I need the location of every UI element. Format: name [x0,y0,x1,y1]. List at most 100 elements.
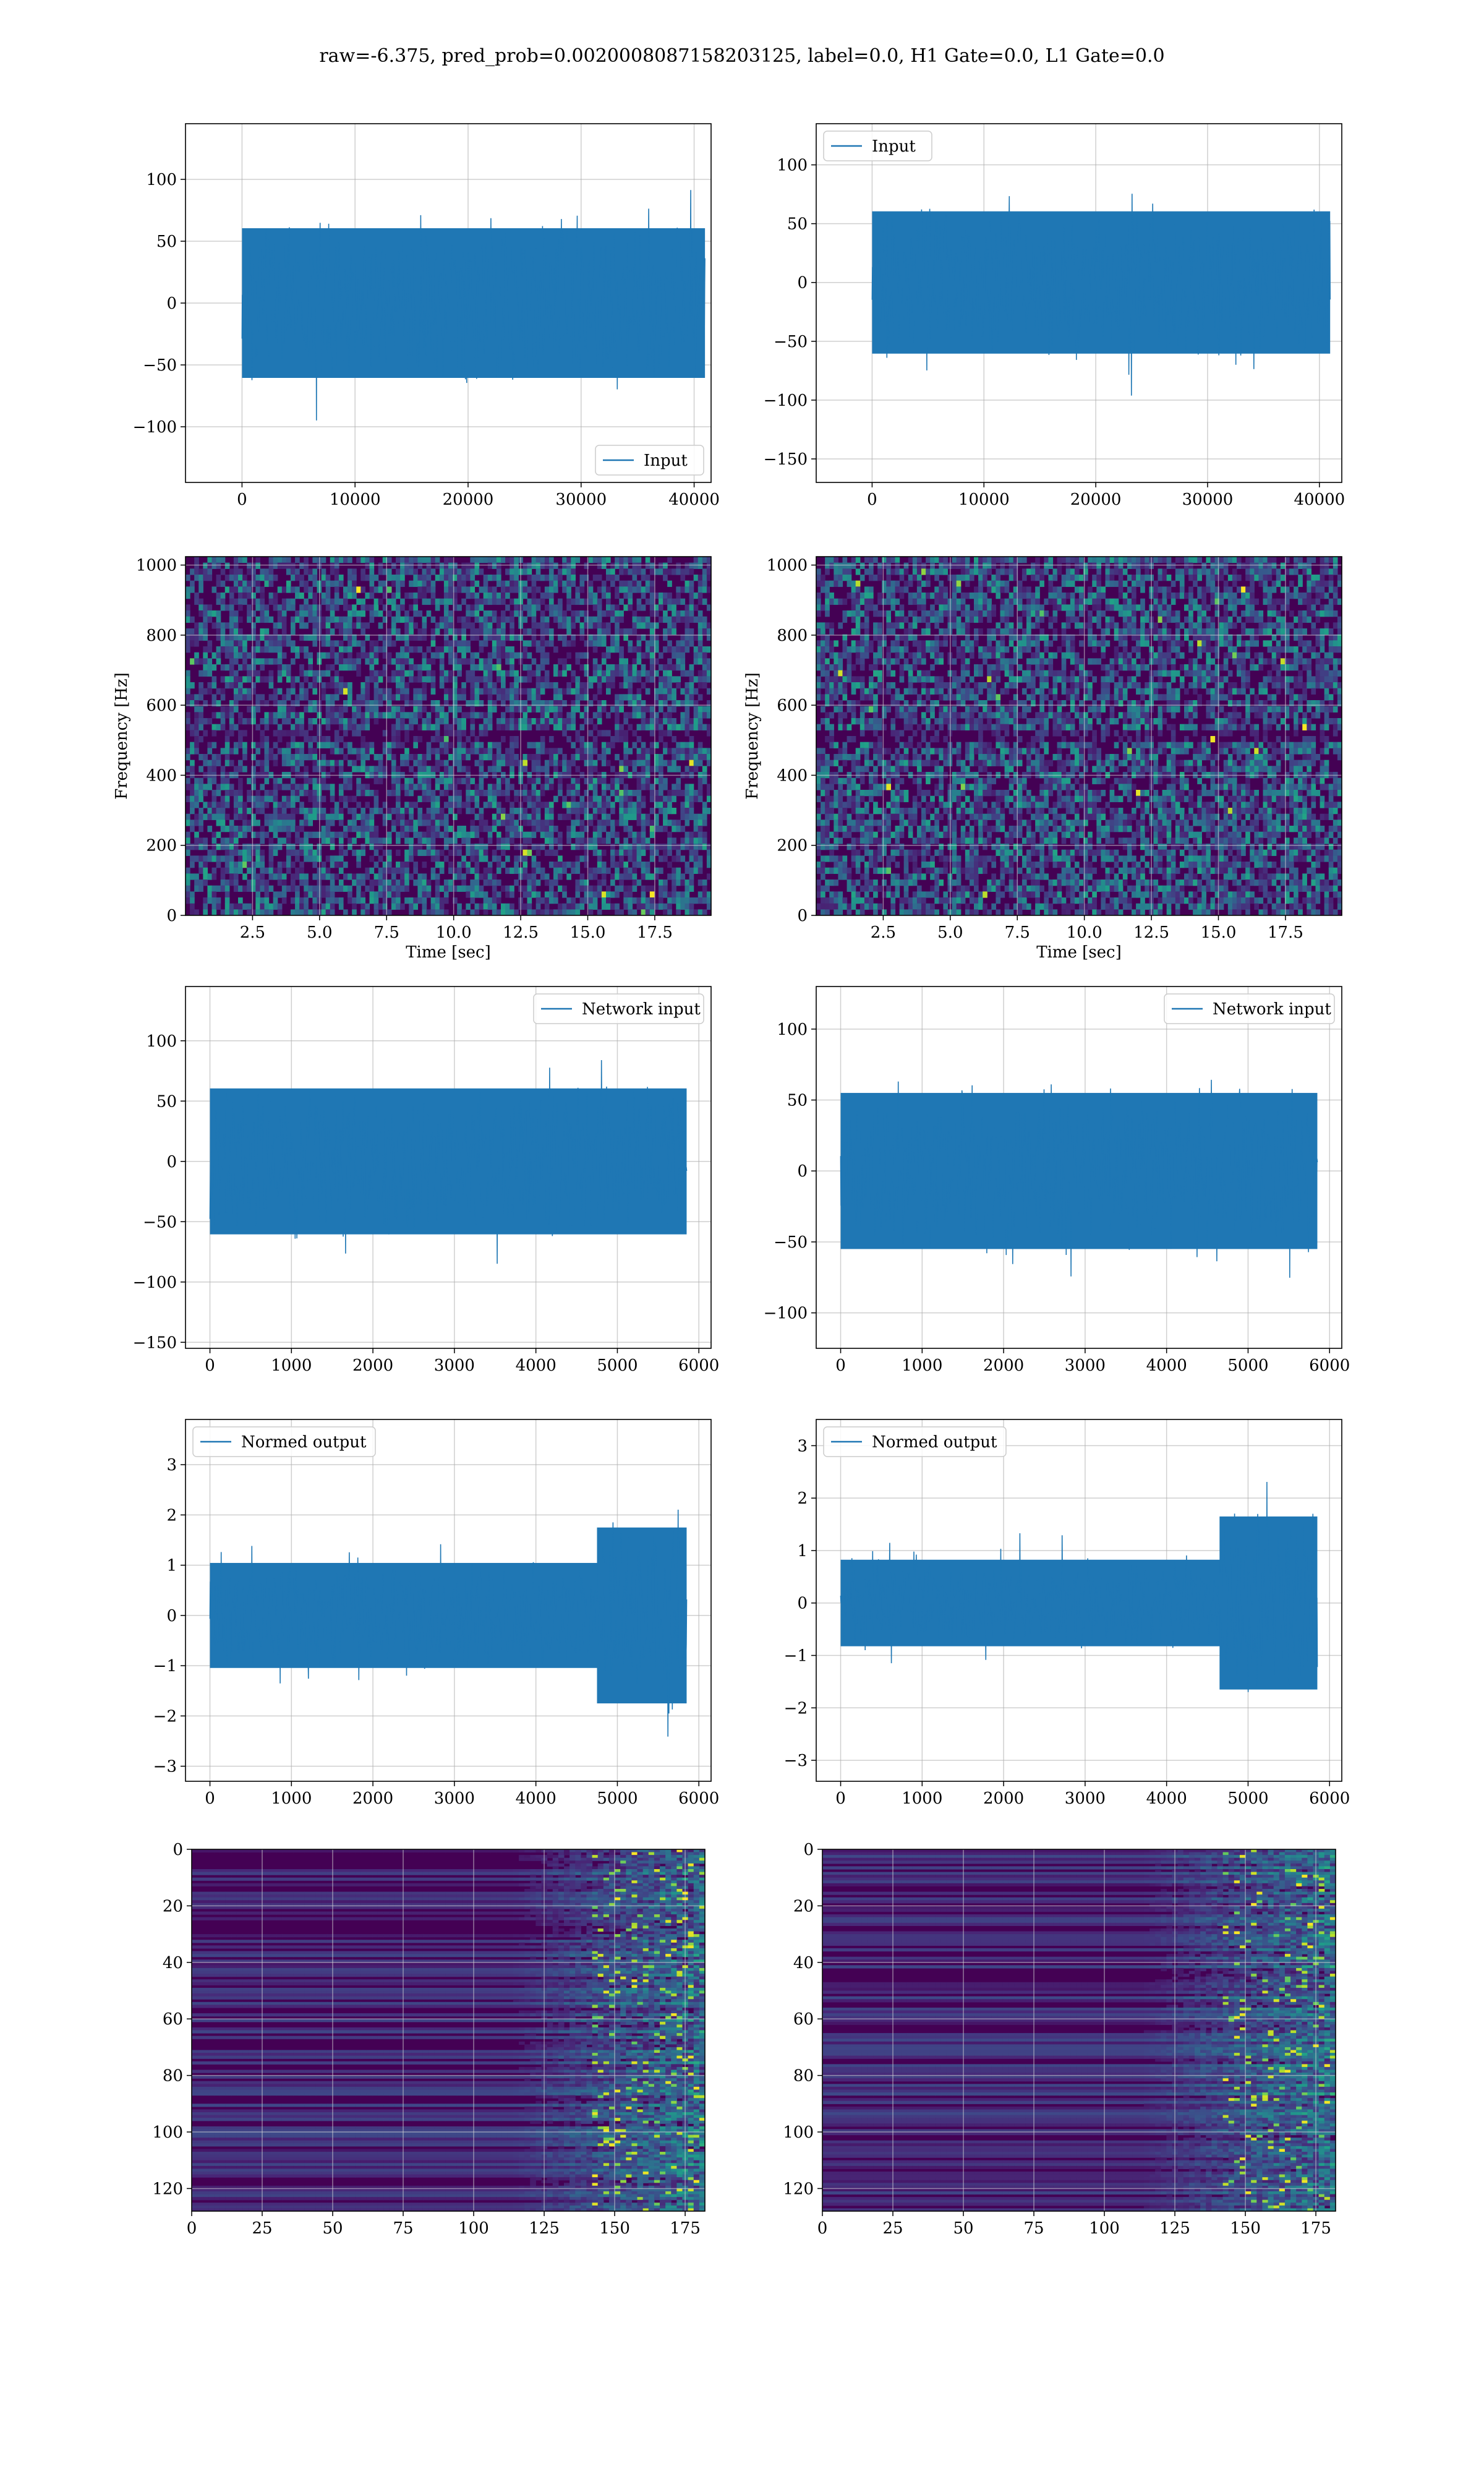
heatmap-cell [697,790,703,797]
heatmap-cell [211,760,217,766]
heatmap-cell [527,706,532,713]
heatmap-cell [190,855,195,862]
heatmap-cell [649,844,655,850]
heatmap-cell [291,813,296,820]
heatmap-cell [220,706,226,713]
heatmap-cell [348,891,352,898]
heatmap-cell [220,820,226,826]
heatmap-cell [684,688,690,695]
heatmap-cell [615,873,620,880]
heatmap-cell [689,640,694,647]
heatmap-cell [186,628,190,635]
heatmap-cell [597,557,602,563]
heatmap-cell [825,826,830,833]
heatmap-cell [186,754,190,761]
heatmap-cell [584,813,589,820]
heatmap-cell [825,855,830,862]
heatmap-cell [304,676,309,683]
heatmap-cell [684,742,690,748]
heatmap-cell [579,820,585,826]
heatmap-cell [558,688,563,695]
heatmap-cell [343,831,348,838]
heatmap-cell [216,562,221,569]
heatmap-cell [382,712,388,719]
heatmap-cell [601,880,607,886]
heatmap-cell [291,766,296,773]
heatmap-cell [422,891,427,898]
heatmap-cell [684,700,690,707]
heatmap-cell [553,575,558,581]
heatmap-cell [343,802,348,808]
heatmap-cell [510,557,514,563]
heatmap-cell [579,575,585,581]
heatmap-cell [360,736,366,743]
heatmap-cell [597,616,602,623]
heatmap-cell [435,813,440,820]
subplot-3: 2.5 5.0 7.5 10.0 12.5 15.0 17.5020040060080010… [113,556,712,962]
heatmap-cell [540,676,545,683]
heatmap-cell [571,575,576,581]
heatmap-cell [264,880,270,886]
heatmap-cell [680,634,686,641]
heatmap-cell [439,862,445,868]
heatmap-cell [325,604,331,611]
heatmap-cell [470,808,475,815]
heatmap-cell [842,862,848,868]
heatmap-cell [409,568,414,575]
heatmap-cell [623,820,629,826]
heatmap-cell [514,754,519,761]
heatmap-cell [623,891,629,898]
heatmap-cell [448,676,453,683]
heatmap-cell [404,736,409,743]
heatmap-cell [286,820,291,826]
heatmap-cell [330,562,335,569]
heatmap-cell [636,724,642,730]
heatmap-cell [325,867,331,874]
heatmap-cell [291,897,296,904]
heatmap-cell [360,700,366,707]
heatmap-cell [684,766,690,773]
heatmap-cell [492,562,497,569]
heatmap-cell [492,891,497,898]
heatmap-cell [676,855,681,862]
heatmap-cell [514,826,519,833]
heatmap-cell [251,575,256,581]
heatmap-cell [649,885,655,892]
heatmap-cell [641,795,646,802]
heatmap-cell [299,760,304,766]
heatmap-cell [207,777,213,784]
heatmap-cell [334,593,339,599]
heatmap-cell [330,903,335,910]
heatmap-cell [553,712,558,719]
heatmap-cell [220,837,226,844]
heatmap-cell [242,557,247,563]
heatmap-cell [268,616,274,623]
heatmap-cell [435,831,440,838]
heatmap-cell [207,718,213,725]
heatmap-cell [417,706,423,713]
heatmap-cell [308,664,313,671]
heatmap-cell [676,784,681,790]
heatmap-cell [579,634,585,641]
heatmap-cell [667,718,672,725]
heatmap-cell [816,610,821,617]
heatmap-cell [702,586,707,593]
heatmap-cell [838,754,843,761]
heatmap-cell [825,670,830,677]
heatmap-cell [548,844,554,850]
heatmap-cell [348,724,352,730]
heatmap-cell [233,586,239,593]
heatmap-cell [829,736,834,743]
heatmap-cell [821,784,825,790]
heatmap-cell [492,795,497,802]
heatmap-cell [409,562,414,569]
heatmap-cell [684,837,690,844]
heatmap-cell [684,748,690,755]
heatmap-cell [325,634,331,641]
heatmap-cell [242,652,247,659]
heatmap-cell [615,736,620,743]
heatmap-cell [251,862,256,868]
heatmap-cell [281,586,287,593]
heatmap-cell [312,873,318,880]
heatmap-cell [562,802,567,808]
